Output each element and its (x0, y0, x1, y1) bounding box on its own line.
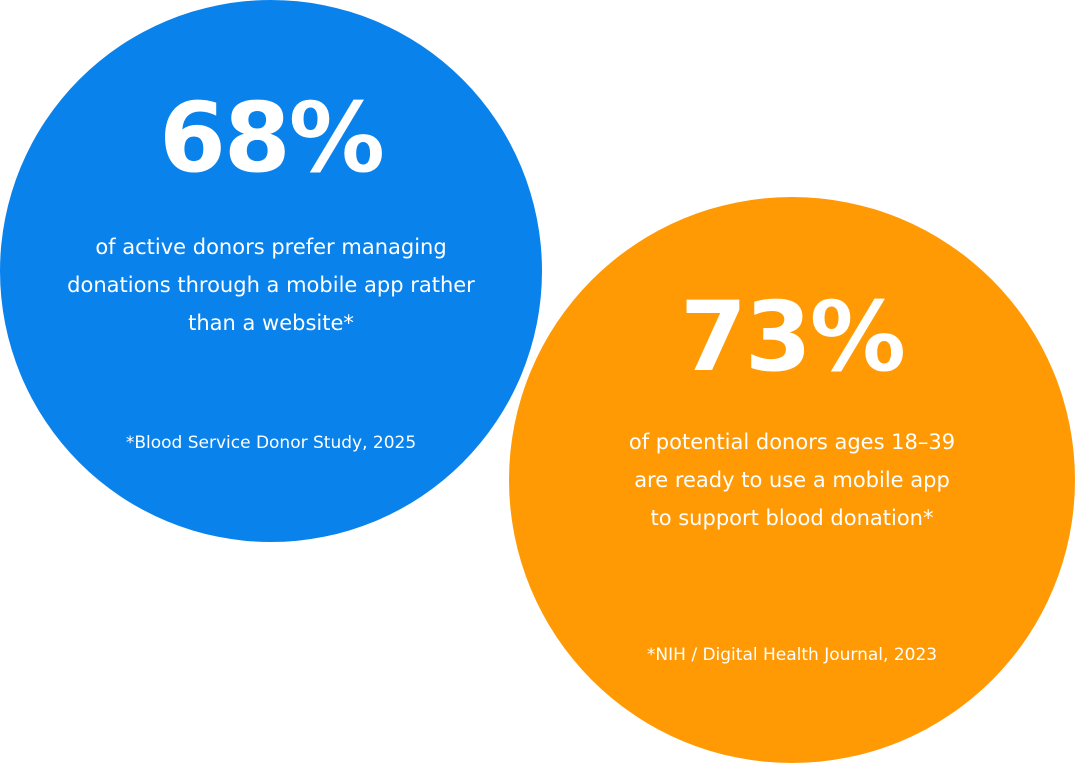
stat-source: *Blood Service Donor Study, 2025 (125, 433, 417, 453)
stat-circle: 68% of active donors prefer managing don… (0, 0, 542, 542)
stat-description: of potential donors ages 18–39 are ready… (628, 430, 956, 530)
stat-circle: 73% of potential donors ages 18–39 are r… (509, 197, 1075, 763)
stat-description: of active donors prefer managing donatio… (67, 235, 475, 335)
stat-value: 68% (159, 82, 385, 194)
stat-value: 73% (680, 281, 906, 393)
stat-source: *NIH / Digital Health Journal, 2023 (646, 645, 938, 665)
